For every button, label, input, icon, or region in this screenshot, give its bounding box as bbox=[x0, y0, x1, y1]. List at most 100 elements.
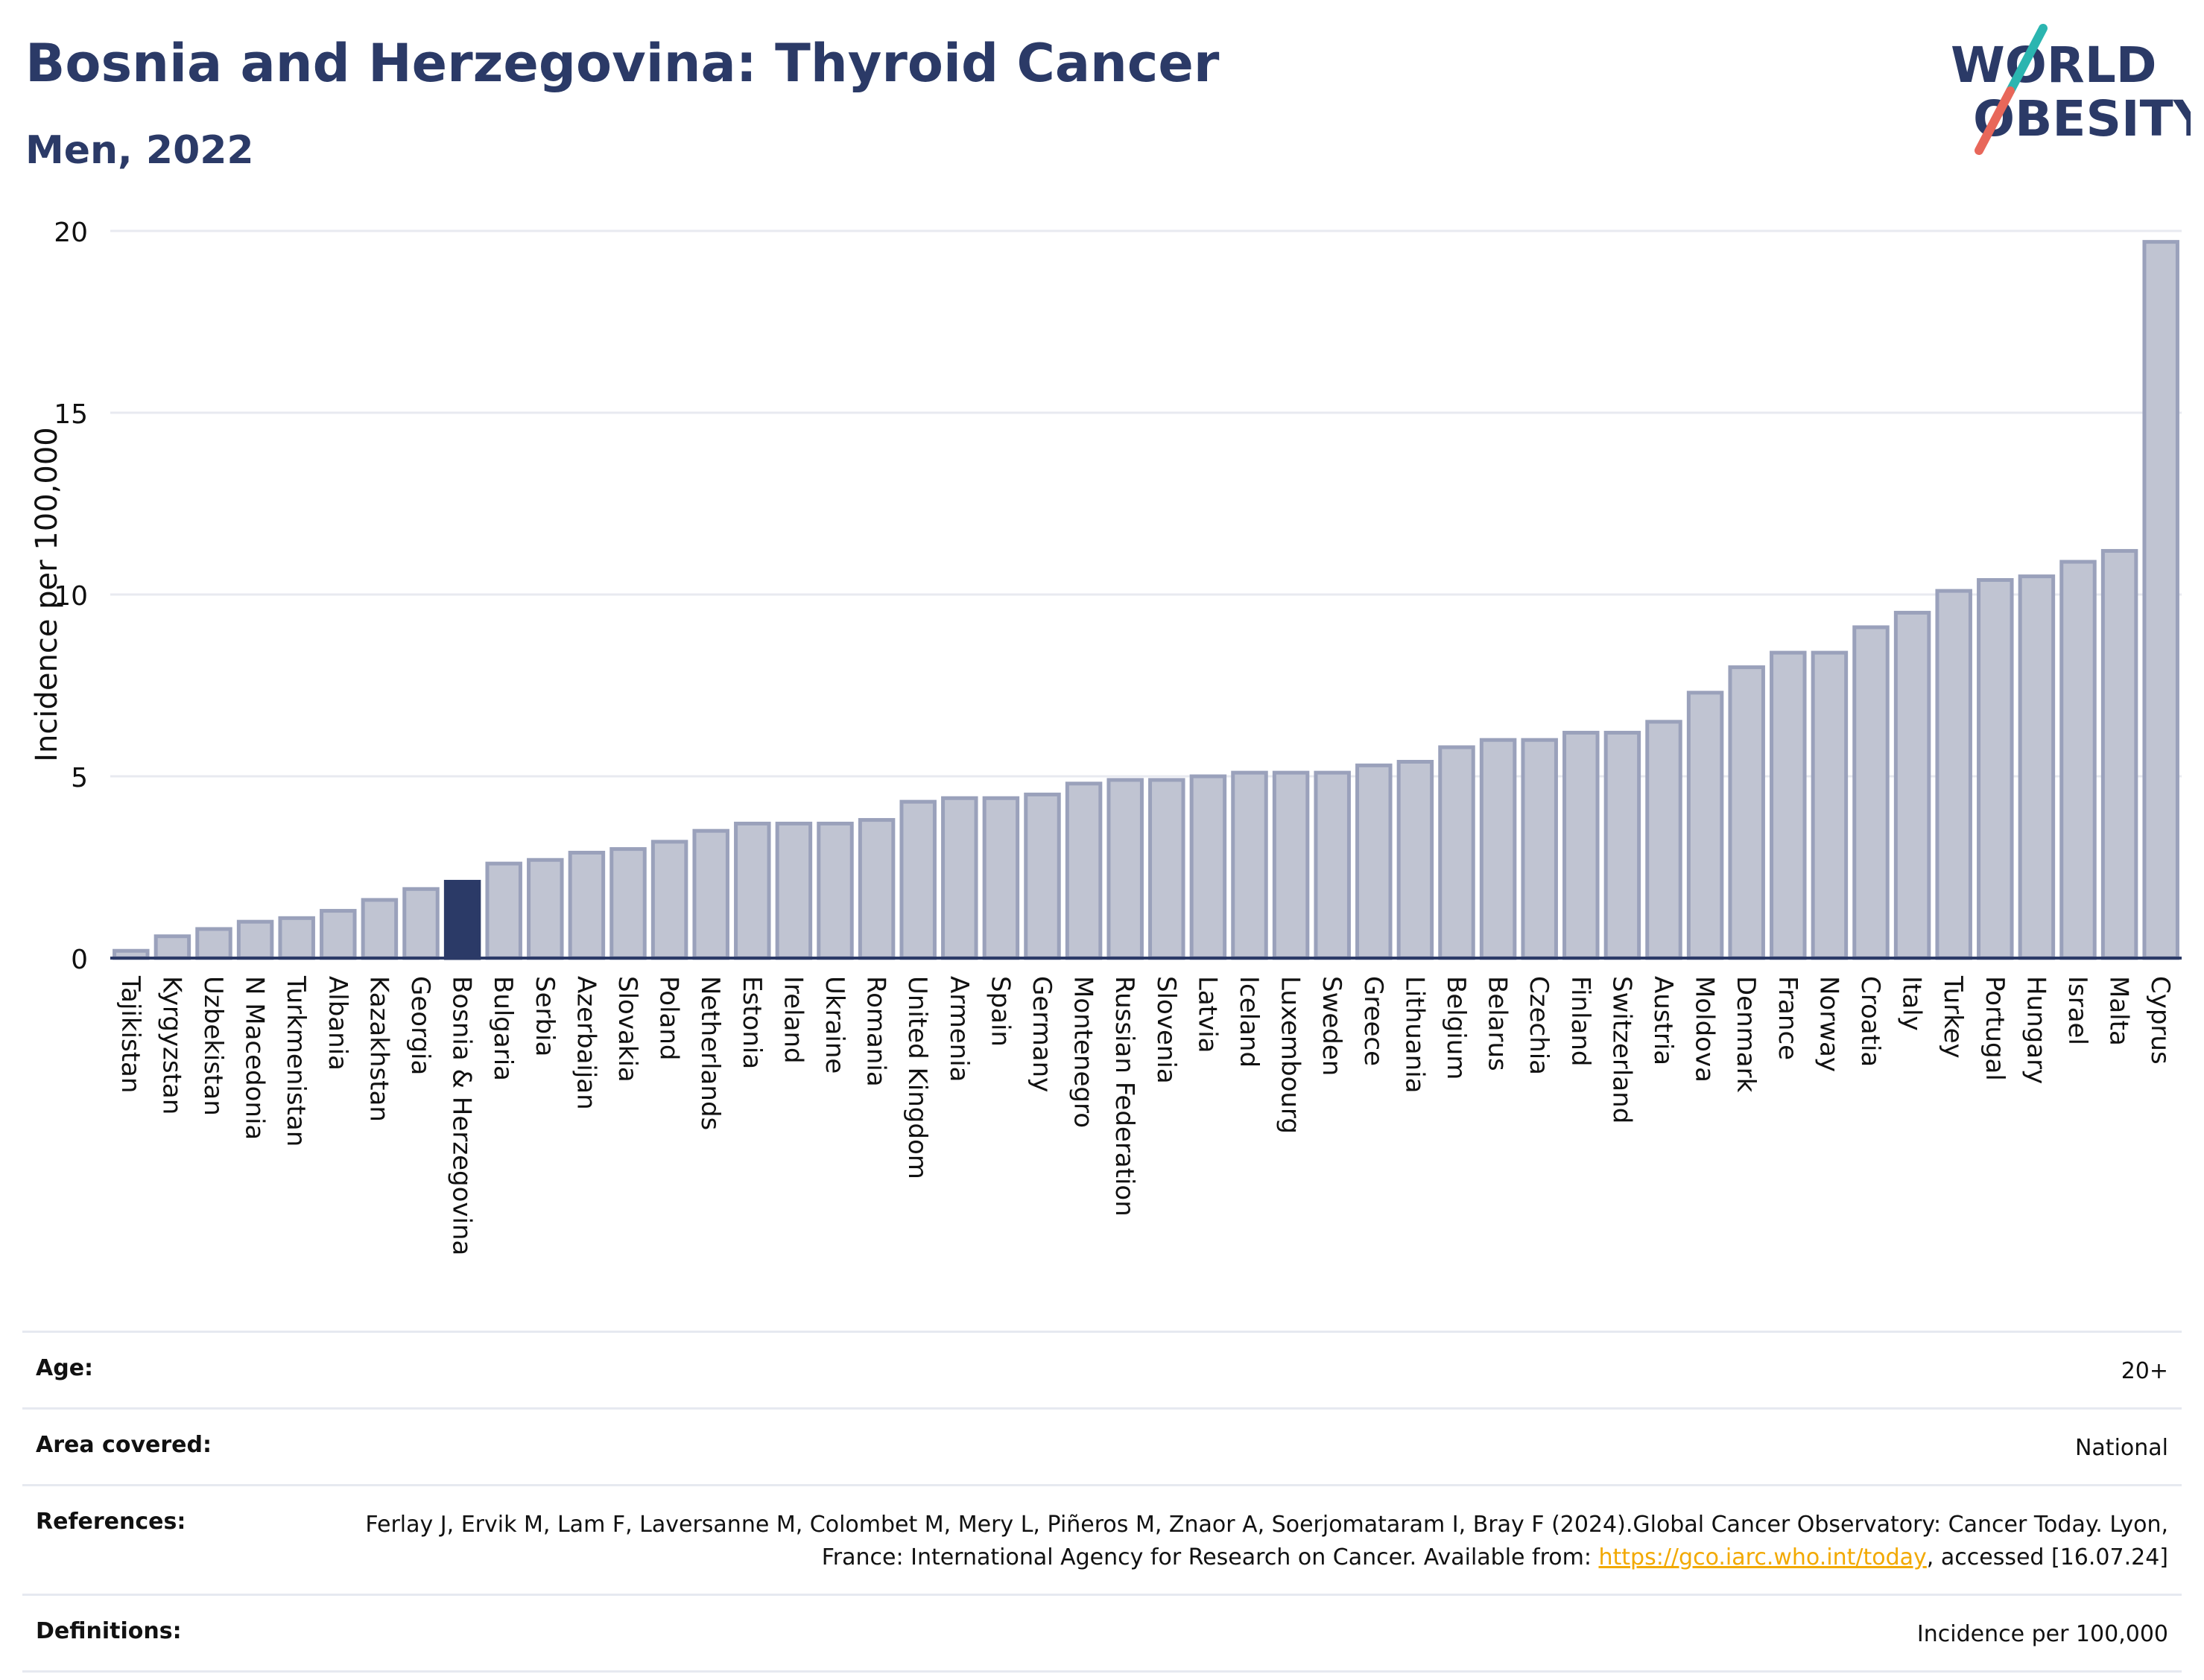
x-tick-label: Poland bbox=[654, 976, 684, 1061]
bar-spain bbox=[982, 796, 1020, 960]
references-value: Ferlay J, Ervik M, Lam F, Laversanne M, … bbox=[343, 1509, 2168, 1574]
bar-cyprus bbox=[2142, 240, 2179, 960]
bar-slovenia bbox=[1148, 778, 1185, 960]
bar-kyrgyzstan bbox=[153, 934, 191, 960]
bar-germany bbox=[1024, 792, 1061, 960]
x-tick-label: Lithuania bbox=[1399, 976, 1429, 1093]
bar-moldova bbox=[1686, 691, 1724, 960]
bar-belgium bbox=[1438, 745, 1475, 960]
x-tick-label: Uzbekistan bbox=[198, 976, 228, 1116]
bar-malta bbox=[2100, 548, 2138, 960]
bar-czechia bbox=[1521, 738, 1558, 960]
page-subtitle: Men, 2022 bbox=[25, 128, 254, 173]
age-label: Age: bbox=[36, 1355, 94, 1381]
bar-serbia bbox=[527, 858, 564, 960]
bar-georgia bbox=[402, 887, 440, 960]
x-tick-label: Netherlands bbox=[695, 976, 725, 1130]
x-tick-label: Cyprus bbox=[2145, 976, 2175, 1065]
x-tick-label: Norway bbox=[1814, 976, 1843, 1072]
x-tick-label: Ukraine bbox=[820, 976, 849, 1074]
x-tick-label: Slovakia bbox=[612, 976, 642, 1083]
bar-latvia bbox=[1189, 774, 1227, 960]
x-tick-label: Portugal bbox=[1980, 976, 2010, 1081]
x-tick-label: Italy bbox=[1897, 976, 1927, 1031]
x-tick-label: Bulgaria bbox=[488, 976, 518, 1081]
y-tick-label: 0 bbox=[71, 945, 88, 975]
x-tick-label: Turkmenistan bbox=[281, 975, 311, 1147]
x-tick-label: Belgium bbox=[1441, 976, 1471, 1080]
x-tick-label: Austria bbox=[1648, 976, 1678, 1065]
bar-estonia bbox=[734, 821, 771, 960]
x-tick-label: Montenegro bbox=[1068, 976, 1098, 1128]
bar-finland bbox=[1562, 730, 1600, 960]
x-tick-label: Iceland bbox=[1234, 976, 1264, 1068]
bar-n-macedonia bbox=[236, 919, 274, 960]
y-tick-label: 20 bbox=[54, 218, 88, 248]
bar-azerbaijan bbox=[568, 850, 606, 960]
x-tick-label: Slovenia bbox=[1151, 976, 1181, 1084]
logo-slash-coral bbox=[1975, 86, 2015, 155]
x-tick-label: Finland bbox=[1565, 976, 1595, 1067]
bar-uzbekistan bbox=[195, 927, 232, 960]
bar-france bbox=[1770, 650, 1807, 960]
bar-norway bbox=[1811, 650, 1849, 960]
x-tick-label: Moldova bbox=[1690, 976, 1720, 1083]
x-tick-label: Switzerland bbox=[1606, 976, 1636, 1123]
references-link[interactable]: https://gco.iarc.who.int/today bbox=[1598, 1544, 1927, 1570]
bars bbox=[113, 240, 2179, 960]
bar-armenia bbox=[941, 796, 978, 960]
x-tick-label: Sweden bbox=[1317, 976, 1346, 1076]
bar-chart: 0 5 10 15 20 Tajikistan Kyrgyzstan Uzbekistan N… bbox=[30, 218, 2182, 1255]
x-tick-label: Ireland bbox=[778, 976, 808, 1064]
bar-italy bbox=[1893, 610, 1931, 960]
bar-ukraine bbox=[817, 821, 854, 960]
x-tick-label: Germany bbox=[1027, 976, 1057, 1092]
info-row-references: References: Ferlay J, Ervik M, Lam F, La… bbox=[22, 1484, 2182, 1594]
bar-switzerland bbox=[1603, 730, 1641, 960]
x-tick-label: Estonia bbox=[737, 976, 767, 1069]
bar-ireland bbox=[775, 821, 813, 960]
x-tick-label: Romania bbox=[861, 976, 891, 1087]
bar-netherlands bbox=[692, 828, 729, 960]
area-value: National bbox=[2074, 1435, 2168, 1461]
x-tick-labels: Tajikistan Kyrgyzstan Uzbekistan N Macedoni… bbox=[115, 975, 2175, 1255]
bar-turkmenistan bbox=[278, 916, 315, 960]
y-tick-label: 15 bbox=[54, 399, 88, 430]
world-obesity-logo: WORLD OBESITY bbox=[1951, 24, 2191, 155]
bar-luxembourg bbox=[1272, 770, 1310, 960]
bar-croatia bbox=[1852, 625, 1890, 960]
info-table: Age: 20+ Area covered: National Referenc… bbox=[22, 1331, 2182, 1673]
bar-belarus bbox=[1479, 738, 1517, 960]
bar-montenegro bbox=[1065, 782, 1103, 960]
y-tick-labels: 0 5 10 15 20 bbox=[54, 218, 88, 975]
x-tick-label: Albania bbox=[323, 976, 352, 1071]
bar-poland bbox=[650, 840, 688, 960]
x-tick-label: Azerbaijan bbox=[571, 976, 601, 1110]
x-tick-label: Russian Federation bbox=[1109, 976, 1139, 1217]
x-tick-label: Tajikistan bbox=[115, 975, 145, 1093]
logo-slash-teal bbox=[2006, 24, 2048, 95]
x-tick-label: Kyrgyzstan bbox=[156, 976, 186, 1115]
info-row-area: Area covered: National bbox=[22, 1407, 2182, 1484]
bar-sweden bbox=[1314, 770, 1351, 960]
references-text: Ferlay J, Ervik M, Lam F, Laversanne M, … bbox=[365, 1512, 2168, 1570]
x-tick-label: Hungary bbox=[2021, 976, 2051, 1084]
definitions-value: Incidence per 100,000 bbox=[1916, 1621, 2168, 1647]
info-row-definitions: Definitions: Incidence per 100,000 bbox=[22, 1594, 2182, 1673]
x-tick-label: Georgia bbox=[405, 976, 435, 1075]
x-tick-label: United Kingdom bbox=[902, 976, 932, 1179]
x-tick-label: Belarus bbox=[1483, 976, 1513, 1071]
page-title: Bosnia and Herzegovina: Thyroid Cancer bbox=[25, 33, 1220, 94]
x-tick-label: France bbox=[1773, 976, 1802, 1060]
x-tick-label: Turkey bbox=[1938, 975, 1968, 1059]
x-tick-label: Latvia bbox=[1192, 976, 1222, 1053]
x-tick-label: Serbia bbox=[530, 976, 560, 1056]
x-tick-label: Denmark bbox=[1731, 976, 1761, 1093]
bar-russian-federation bbox=[1106, 778, 1144, 960]
x-tick-label: Armenia bbox=[944, 976, 974, 1083]
x-tick-label: Greece bbox=[1358, 976, 1388, 1066]
x-tick-label: Israel bbox=[2062, 976, 2092, 1045]
bar-iceland bbox=[1231, 770, 1268, 960]
x-tick-label: Croatia bbox=[1855, 976, 1885, 1067]
x-tick-label: Malta bbox=[2104, 976, 2134, 1046]
